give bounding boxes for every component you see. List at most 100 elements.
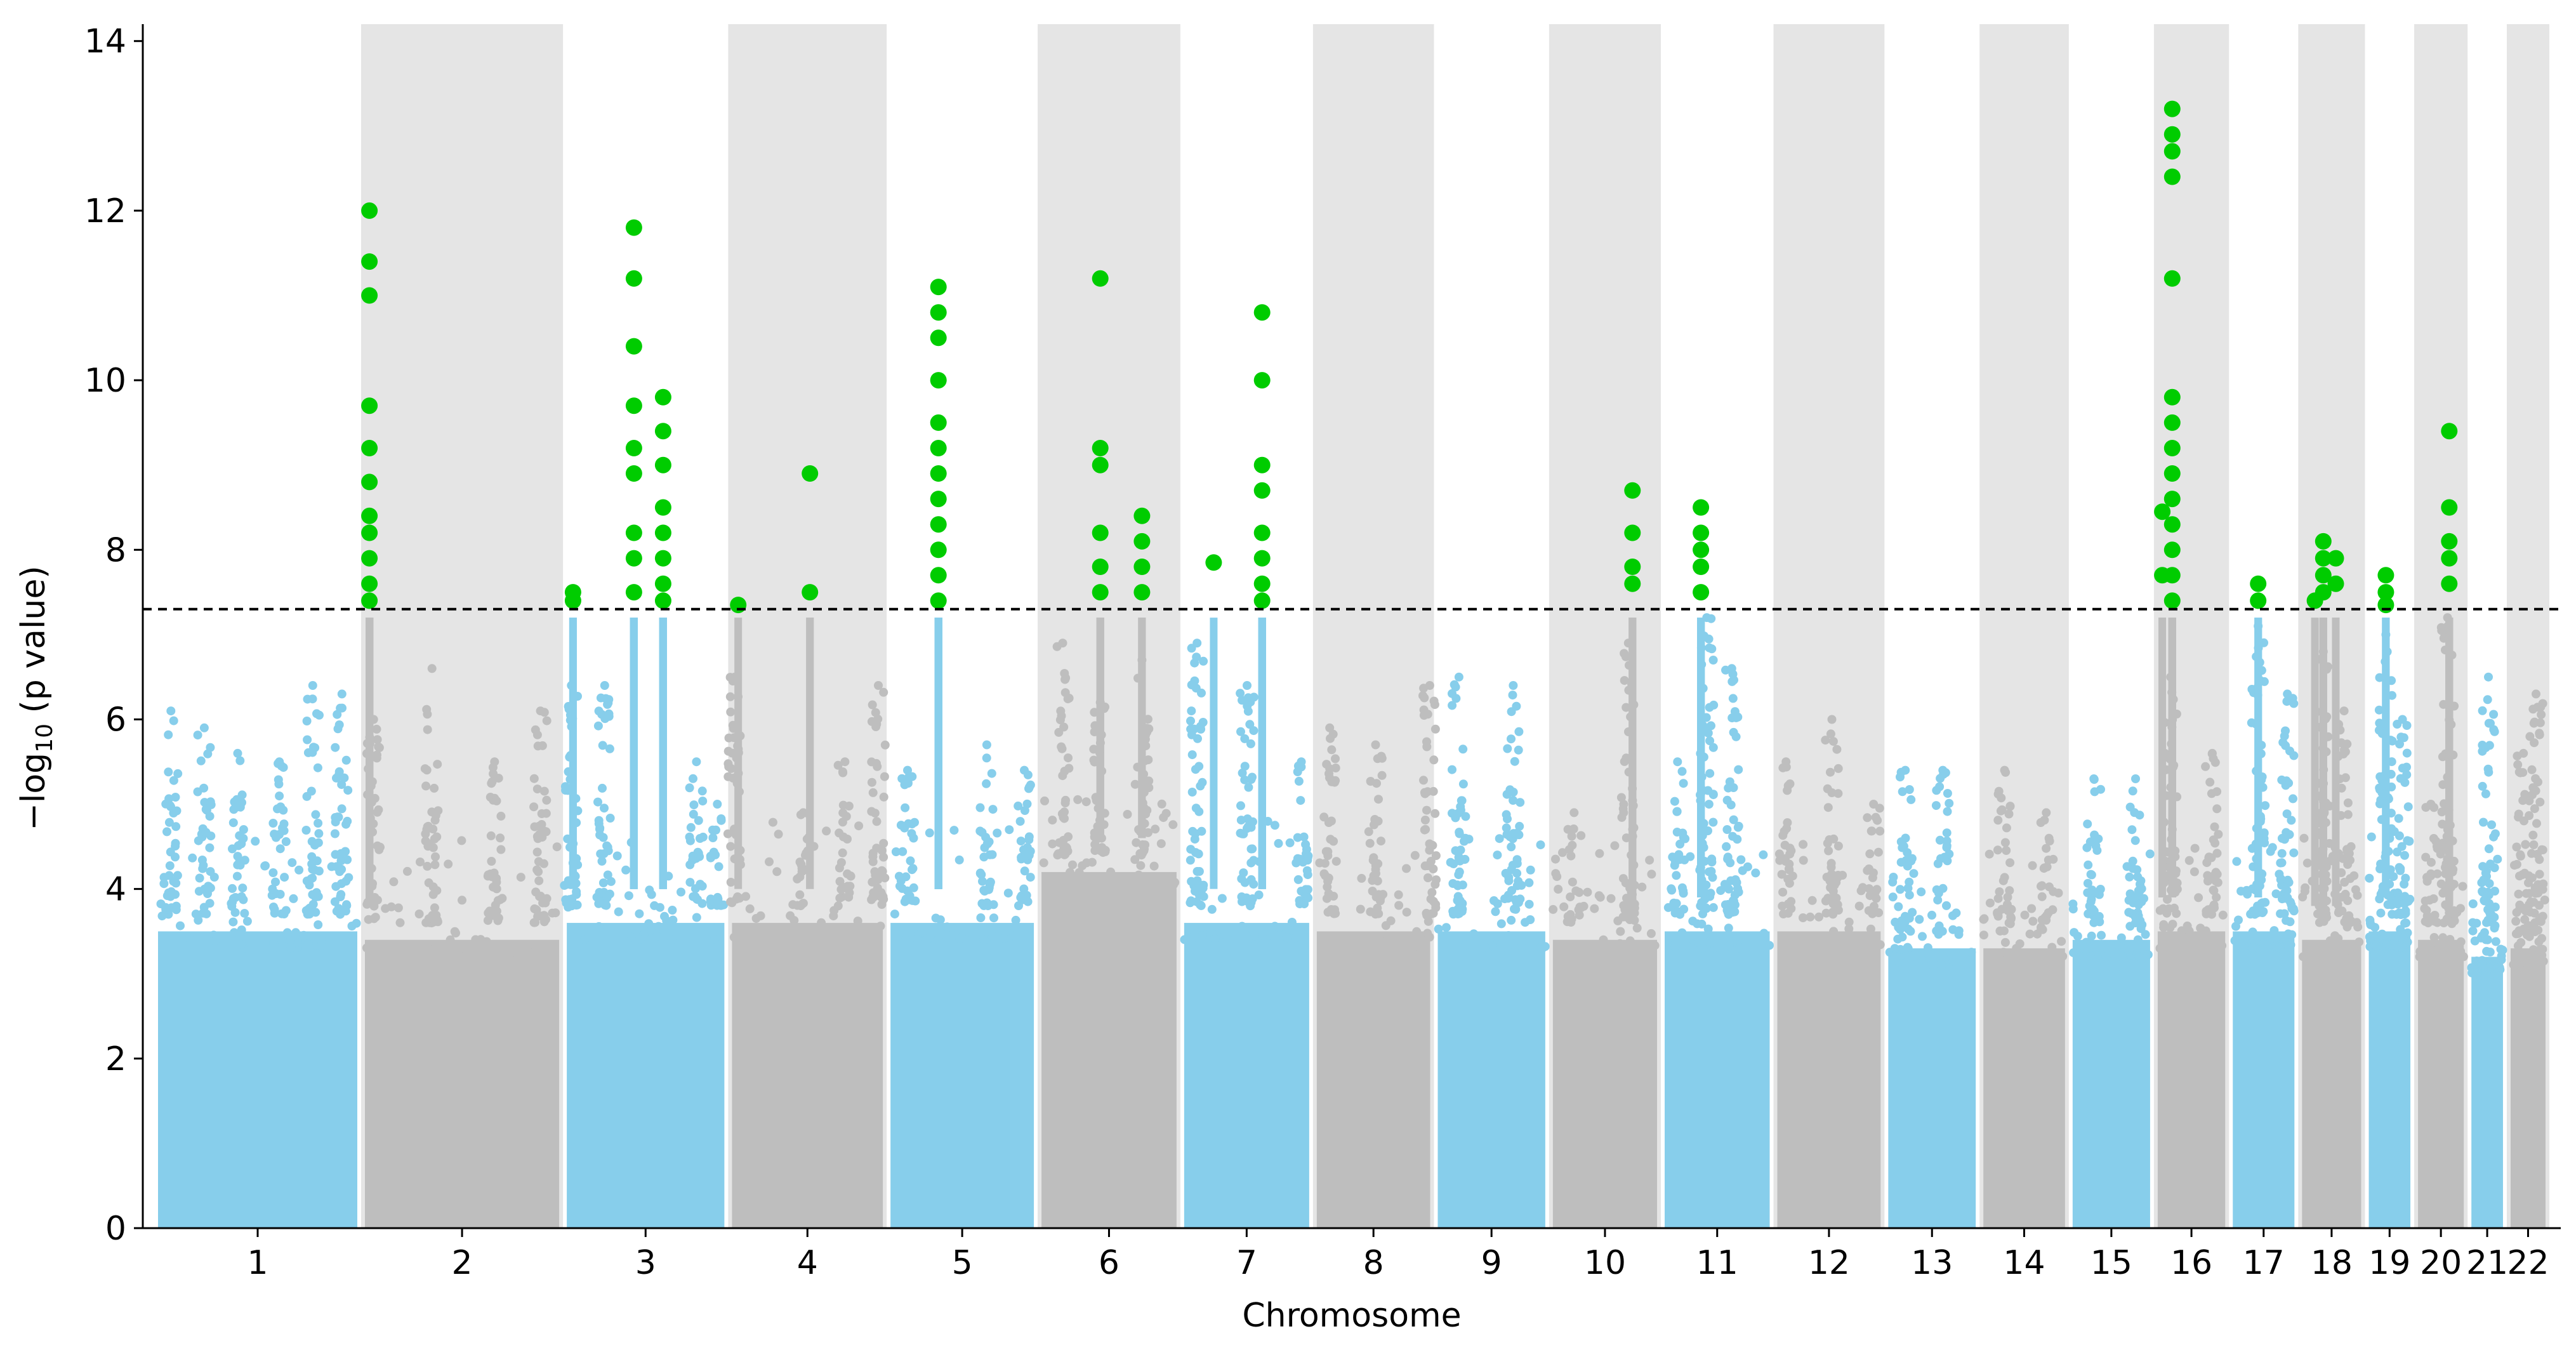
variant-point: [877, 866, 887, 875]
variant-point: [2514, 926, 2524, 936]
variant-point: [2438, 780, 2448, 790]
variant-point: [337, 804, 347, 814]
variant-point: [1460, 837, 1469, 846]
variant-point: [2000, 937, 2010, 947]
variant-point: [2037, 915, 2047, 925]
peak-point: [692, 757, 701, 767]
variant-point: [1488, 941, 1497, 951]
variant-point: [2403, 928, 2412, 937]
variant-point: [287, 858, 297, 868]
variant-point: [532, 865, 542, 875]
variant-point: [1645, 856, 1655, 865]
variant-point: [835, 877, 845, 886]
variant-point: [1149, 861, 1159, 871]
variant-point: [352, 918, 361, 928]
variant-point: [1780, 854, 1790, 863]
variant-point: [1583, 887, 1592, 897]
significant-point: [802, 465, 819, 482]
variant-point: [1667, 932, 1677, 942]
x-tick-label: 4: [797, 1244, 818, 1282]
peak-point: [275, 757, 284, 767]
variant-point: [597, 856, 607, 866]
variant-point: [2037, 892, 2047, 901]
significant-point: [1693, 541, 1710, 559]
variant-point: [422, 824, 432, 834]
variant-point: [194, 836, 203, 845]
variant-point: [1985, 849, 1994, 859]
variant-point: [2212, 849, 2222, 858]
significant-point: [930, 279, 947, 296]
variant-point: [1864, 906, 1873, 915]
variant-point: [645, 885, 654, 895]
variant-point: [173, 871, 182, 880]
variant-point: [668, 915, 678, 925]
variant-point: [1942, 828, 1952, 838]
variant-point: [1507, 707, 1516, 717]
variant-point: [908, 864, 918, 873]
variant-point: [1019, 884, 1029, 894]
variant-point: [331, 743, 340, 752]
variant-point: [1708, 817, 1718, 827]
variant-point: [1293, 875, 1303, 884]
variant-point: [2040, 863, 2049, 873]
variant-point: [1138, 840, 1147, 849]
variant-point: [429, 944, 439, 954]
variant-point: [605, 744, 614, 753]
variant-point: [1729, 675, 1738, 685]
variant-point: [1927, 910, 1936, 920]
variant-point: [1327, 745, 1337, 755]
variant-point: [2069, 948, 2078, 958]
variant-point: [2129, 864, 2137, 873]
variant-point: [1469, 929, 1479, 939]
bulk-chr-16: [2157, 931, 2226, 1228]
variant-point: [1087, 857, 1097, 867]
variant-point: [2346, 856, 2355, 865]
variant-point: [696, 880, 705, 889]
variant-point: [1399, 943, 1408, 952]
variant-point: [685, 783, 694, 793]
variant-point: [2350, 949, 2360, 958]
variant-point: [2538, 944, 2547, 954]
variant-point: [1454, 870, 1463, 880]
variant-point: [652, 932, 661, 941]
variant-point: [2005, 858, 2015, 868]
variant-point: [890, 910, 899, 919]
variant-point: [745, 904, 755, 913]
variant-point: [650, 901, 659, 910]
variant-point: [2495, 965, 2505, 974]
variant-point: [2426, 871, 2436, 881]
variant-point: [2531, 774, 2540, 783]
significant-point: [1253, 550, 1271, 567]
variant-point: [537, 820, 546, 829]
variant-point: [1863, 866, 1872, 875]
variant-point: [2468, 926, 2478, 936]
variant-point: [1799, 856, 1808, 865]
variant-point: [1540, 942, 1550, 951]
variant-point: [533, 741, 543, 751]
variant-point: [1168, 820, 1178, 830]
variant-point: [1349, 937, 1358, 947]
variant-point: [2302, 858, 2312, 868]
variant-point: [1011, 915, 1020, 925]
variant-point: [2145, 849, 2155, 859]
variant-point: [1236, 801, 1245, 811]
variant-point: [798, 899, 808, 908]
variant-point: [2204, 940, 2214, 950]
significant-point: [930, 440, 947, 456]
variant-point: [1759, 929, 1769, 938]
variant-point: [2512, 842, 2521, 852]
variant-point: [1422, 908, 1431, 918]
variant-point: [1931, 801, 1941, 811]
variant-point: [203, 749, 213, 758]
significant-point: [930, 567, 947, 584]
variant-point: [1906, 795, 1916, 804]
variant-point: [2055, 960, 2064, 970]
variant-point: [423, 842, 433, 851]
variant-point: [2334, 908, 2343, 917]
variant-point: [486, 831, 496, 840]
significant-point: [930, 491, 947, 508]
significant-point: [361, 253, 378, 270]
variant-point: [1568, 877, 1577, 887]
variant-point: [685, 878, 695, 887]
variant-point: [1293, 767, 1302, 776]
